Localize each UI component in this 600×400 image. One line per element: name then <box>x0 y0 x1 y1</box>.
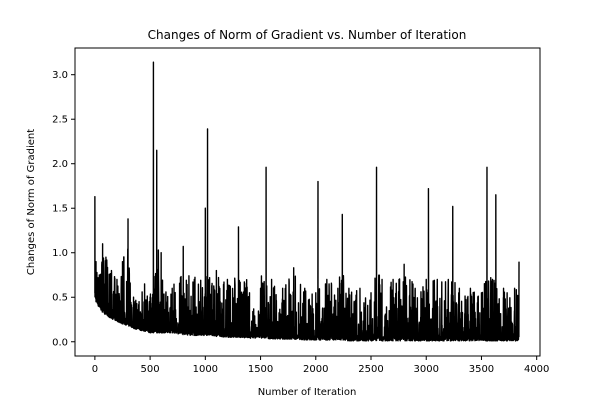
chart-title: Changes of Norm of Gradient vs. Number o… <box>148 28 467 42</box>
x-axis: 0 500 1000 1500 2000 2500 3000 3500 4000 <box>92 356 549 375</box>
y-tick-label: 0.5 <box>52 293 68 304</box>
x-tick-label: 2500 <box>358 364 383 375</box>
x-tick-label: 3500 <box>469 364 494 375</box>
y-tick-label: 2.0 <box>52 159 68 170</box>
x-tick-label: 1500 <box>248 364 273 375</box>
x-tick-label: 0 <box>92 364 98 375</box>
axes-frame <box>74 47 541 357</box>
y-tick-label: 1.0 <box>52 248 68 259</box>
x-axis-label: Number of Iteration <box>258 387 357 398</box>
y-axis: 0.0 0.5 1.0 1.5 2.0 2.5 3.0 <box>52 70 75 348</box>
y-tick-label: 2.5 <box>52 115 68 126</box>
x-tick-label: 3000 <box>414 364 439 375</box>
y-axis-label: Changes of Norm of Gradient <box>26 129 37 275</box>
y-tick-label: 1.5 <box>52 204 68 215</box>
series-line <box>94 61 520 342</box>
x-tick-label: 4000 <box>524 364 549 375</box>
x-tick-label: 2000 <box>303 364 328 375</box>
plot-area <box>94 61 520 342</box>
y-tick-label: 0.0 <box>52 337 68 348</box>
x-tick-label: 500 <box>141 364 160 375</box>
x-tick-label: 1000 <box>193 364 218 375</box>
y-tick-label: 3.0 <box>52 70 68 81</box>
